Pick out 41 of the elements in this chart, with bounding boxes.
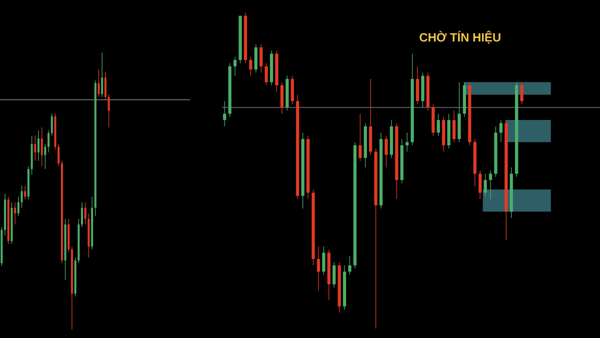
candlestick [20, 185, 23, 208]
candlestick [348, 256, 352, 276]
candlestick [254, 44, 258, 73]
candlestick [37, 130, 40, 162]
candlestick [17, 196, 20, 216]
candlestick [40, 127, 43, 167]
candlestick [406, 132, 409, 152]
candlestick [358, 113, 362, 162]
candlestick [484, 173, 487, 196]
candlestick [316, 246, 320, 291]
candlestick [249, 56, 252, 76]
candlestick [98, 68, 100, 98]
candlestick [520, 82, 524, 105]
candlestick [233, 56, 237, 76]
candlestick [290, 75, 294, 105]
candlestick [81, 202, 84, 228]
candlestick [499, 120, 503, 142]
candlestick [84, 202, 86, 225]
candlestick [384, 135, 388, 168]
candlestick [488, 170, 492, 200]
candlestick [104, 72, 106, 100]
candlestick [322, 246, 326, 276]
candlestick [34, 135, 36, 162]
candlestick [101, 52, 104, 98]
candlestick [44, 144, 46, 170]
candlestick [48, 130, 50, 153]
candlestick [332, 262, 336, 288]
candlestick [452, 110, 456, 142]
candlestick [58, 144, 60, 167]
candlestick [416, 66, 420, 105]
candlestick [108, 94, 110, 128]
candlestick [264, 62, 268, 86]
candlestick [478, 170, 482, 200]
annotation: CHỜ TÍN HIỆU [420, 30, 500, 44]
candlestick [436, 113, 440, 136]
candlestick [14, 202, 16, 225]
candlestick [24, 185, 26, 200]
candlestick [223, 100, 226, 127]
candlestick [260, 44, 263, 73]
candlestick [50, 113, 53, 136]
candlestick [280, 82, 284, 114]
